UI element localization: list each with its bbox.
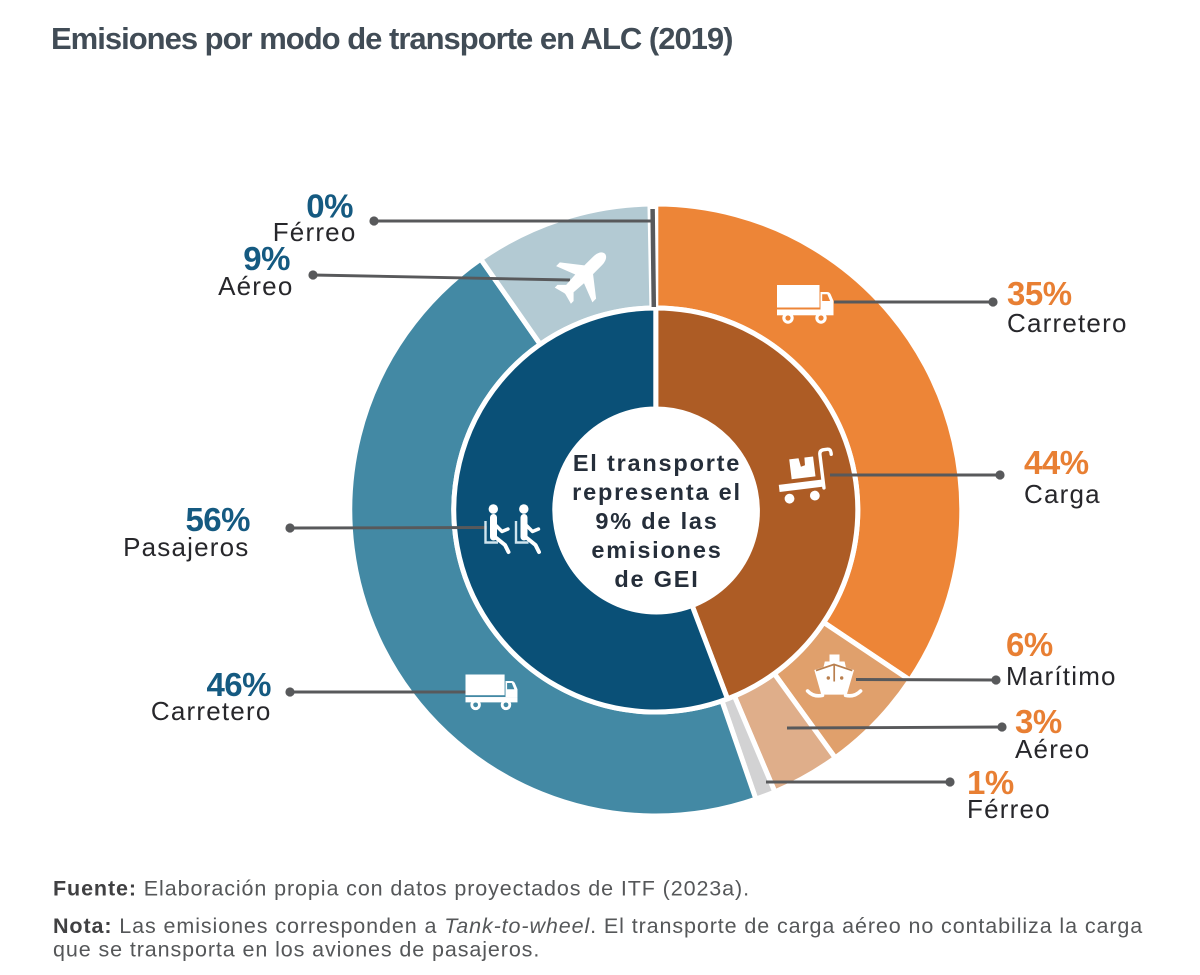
svg-text:9%: 9%	[243, 240, 290, 277]
svg-text:El transporte: El transporte	[573, 450, 741, 476]
svg-text:representa el: representa el	[572, 479, 742, 505]
svg-text:Férreo: Férreo	[967, 794, 1051, 824]
svg-text:Fuente: Elaboración propia con: Fuente: Elaboración propia con datos pro…	[53, 877, 750, 901]
svg-text:0%: 0%	[306, 188, 353, 225]
svg-text:Carga: Carga	[1024, 479, 1101, 509]
svg-text:1%: 1%	[967, 764, 1014, 801]
svg-text:de GEI: de GEI	[614, 566, 699, 592]
svg-text:56%: 56%	[185, 501, 250, 538]
svg-text:Aéreo: Aéreo	[218, 271, 293, 301]
svg-text:Marítimo: Marítimo	[1006, 661, 1117, 691]
svg-text:6%: 6%	[1006, 626, 1053, 663]
svg-text:Emisiones por modo de transpor: Emisiones por modo de transporte en ALC …	[51, 21, 733, 56]
svg-text:Carretero: Carretero	[1007, 308, 1128, 338]
svg-text:Carretero: Carretero	[151, 696, 272, 726]
svg-text:9% de las: 9% de las	[595, 508, 718, 534]
svg-text:44%: 44%	[1024, 444, 1089, 481]
svg-text:3%: 3%	[1015, 703, 1062, 740]
svg-text:Pasajeros: Pasajeros	[123, 532, 249, 562]
svg-text:emisiones: emisiones	[591, 537, 722, 563]
svg-text:46%: 46%	[206, 666, 271, 703]
svg-text:Nota: Las emisiones correspond: Nota: Las emisiones corresponden a Tank-…	[53, 914, 1143, 938]
svg-text:Férreo: Férreo	[273, 217, 357, 247]
svg-text:que se transporta en los avion: que se transporta en los aviones de pasa…	[53, 938, 540, 962]
svg-text:35%: 35%	[1007, 275, 1072, 312]
svg-text:Aéreo: Aéreo	[1015, 734, 1090, 764]
